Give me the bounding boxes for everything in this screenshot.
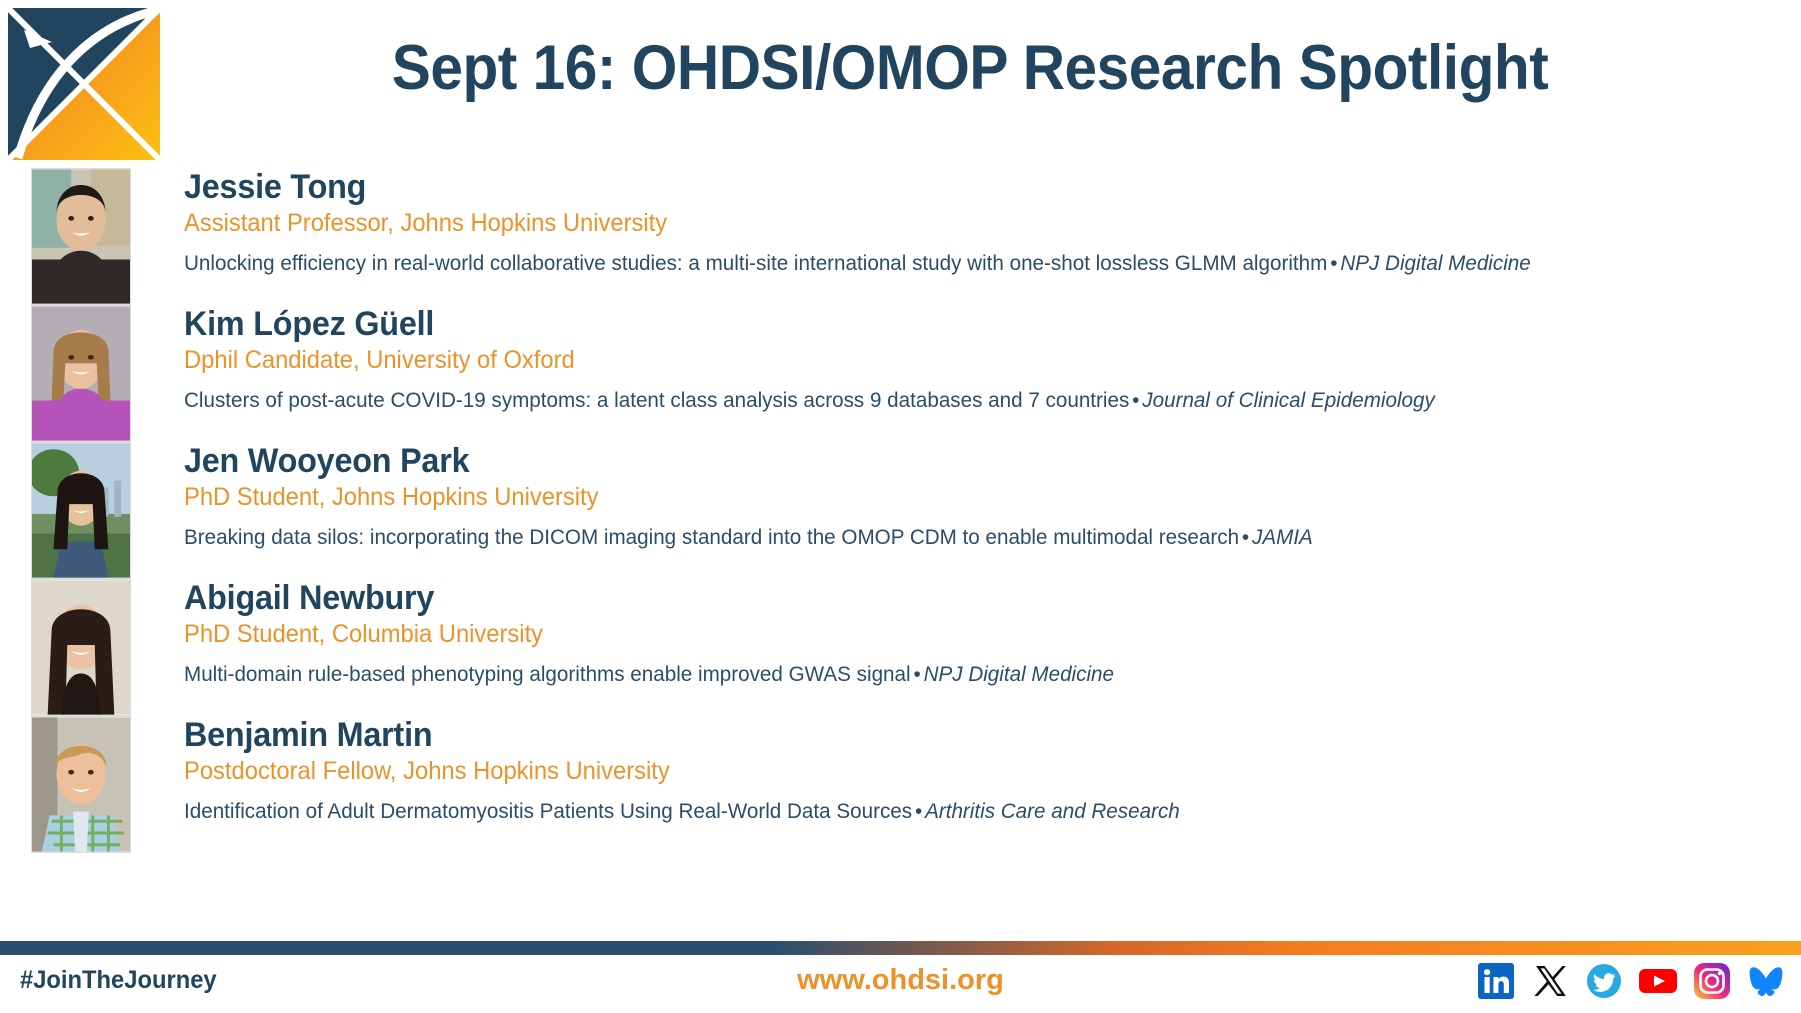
bluesky-icon[interactable] [1746, 961, 1786, 1001]
paper-separator: • [1241, 524, 1250, 549]
person-affiliation: Postdoctoral Fellow, Johns Hopkins Unive… [184, 757, 670, 786]
x-icon[interactable] [1530, 961, 1570, 1001]
instagram-icon[interactable] [1692, 961, 1732, 1001]
paper-line: Identification of Adult Dermatomyositis … [184, 799, 1717, 825]
paper-title: Identification of Adult Dermatomyositis … [184, 798, 913, 823]
paper-title: Multi-domain rule-based phenotyping algo… [184, 661, 911, 686]
person-affiliation: PhD Student, Columbia University [184, 620, 544, 649]
entry-body: Jessie Tong Assistant Professor, Johns H… [184, 168, 1781, 277]
paper-journal: Arthritis Care and Research [925, 798, 1180, 823]
hashtag-label: #JoinTheJourney [20, 966, 217, 994]
avatar [31, 579, 131, 716]
entry-body: Abigail Newbury PhD Student, Columbia Un… [184, 579, 1781, 688]
entry-body: Jen Wooyeon Park PhD Student, Johns Hopk… [184, 442, 1781, 551]
paper-journal: Journal of Clinical Epidemiology [1142, 387, 1435, 412]
paper-title: Breaking data silos: incorporating the D… [184, 524, 1240, 549]
paper-separator: • [1330, 250, 1338, 275]
ohdsi-logo [8, 8, 160, 160]
paper-separator: • [1132, 387, 1140, 412]
paper-title: Unlocking efficiency in real-world colla… [184, 250, 1328, 275]
avatar [31, 716, 131, 853]
paper-title: Clusters of post-acute COVID-19 symptoms… [184, 387, 1130, 412]
list-item: Abigail Newbury PhD Student, Columbia Un… [0, 579, 1801, 716]
avatar [31, 442, 131, 579]
avatar [31, 168, 131, 305]
entry-body: Benjamin Martin Postdoctoral Fellow, Joh… [184, 716, 1781, 825]
paper-line: Clusters of post-acute COVID-19 symptoms… [184, 388, 1717, 414]
paper-journal: JAMIA [1252, 524, 1313, 549]
website-link[interactable]: www.ohdsi.org [797, 964, 1004, 996]
list-item: Kim López Güell Dphil Candidate, Univers… [0, 305, 1801, 442]
person-name: Benjamin Martin [184, 716, 433, 754]
paper-line: Multi-domain rule-based phenotyping algo… [184, 662, 1717, 688]
paper-separator: • [913, 661, 921, 686]
paper-journal: NPJ Digital Medicine [923, 661, 1115, 686]
footer-gradient-bar [0, 941, 1801, 955]
linkedin-icon[interactable] [1476, 961, 1516, 1001]
person-name: Kim López Güell [184, 305, 435, 343]
person-affiliation: PhD Student, Johns Hopkins University [184, 483, 599, 512]
youtube-icon[interactable] [1638, 961, 1678, 1001]
list-item: Benjamin Martin Postdoctoral Fellow, Joh… [0, 716, 1801, 853]
paper-separator: • [914, 798, 923, 823]
footer: #JoinTheJourney www.ohdsi.org [0, 955, 1801, 1013]
list-item: Jessie Tong Assistant Professor, Johns H… [0, 168, 1801, 305]
person-name: Abigail Newbury [184, 579, 435, 617]
entry-body: Kim López Güell Dphil Candidate, Univers… [184, 305, 1781, 414]
twitter-icon[interactable] [1584, 961, 1624, 1001]
spotlight-list: Jessie Tong Assistant Professor, Johns H… [0, 168, 1801, 853]
person-affiliation: Dphil Candidate, University of Oxford [184, 346, 575, 375]
avatar [31, 305, 131, 442]
page-title: Sept 16: OHDSI/OMOP Research Spotlight [391, 33, 1549, 103]
social-links [1476, 961, 1786, 1001]
paper-journal: NPJ Digital Medicine [1340, 250, 1531, 275]
person-name: Jen Wooyeon Park [184, 442, 470, 480]
paper-line: Breaking data silos: incorporating the D… [184, 525, 1717, 551]
person-affiliation: Assistant Professor, Johns Hopkins Unive… [184, 209, 668, 238]
paper-line: Unlocking efficiency in real-world colla… [184, 251, 1717, 277]
person-name: Jessie Tong [184, 168, 367, 206]
list-item: Jen Wooyeon Park PhD Student, Johns Hopk… [0, 442, 1801, 579]
